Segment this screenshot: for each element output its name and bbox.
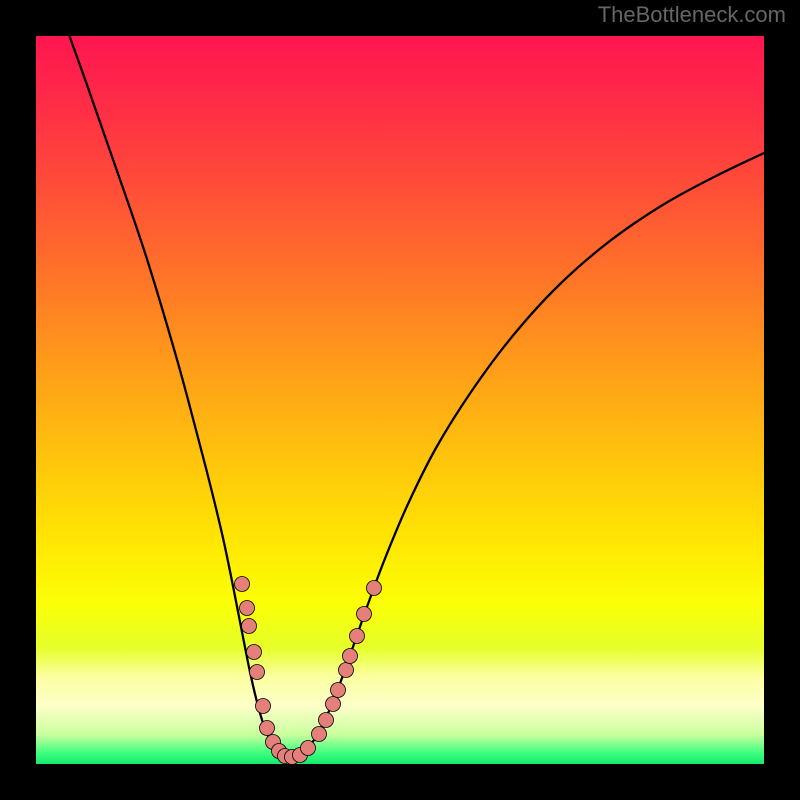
data-marker bbox=[242, 619, 257, 634]
chart-curve-layer bbox=[36, 36, 764, 764]
data-marker bbox=[343, 649, 358, 664]
chart-plot-area bbox=[36, 36, 764, 764]
data-marker bbox=[260, 721, 275, 736]
watermark-text: TheBottleneck.com bbox=[598, 2, 786, 28]
data-marker bbox=[350, 629, 365, 644]
data-marker bbox=[326, 697, 341, 712]
data-marker bbox=[240, 601, 255, 616]
data-marker bbox=[247, 645, 262, 660]
data-marker bbox=[235, 577, 250, 592]
data-marker bbox=[339, 663, 354, 678]
data-marker bbox=[319, 713, 334, 728]
data-marker bbox=[256, 699, 271, 714]
data-marker bbox=[367, 581, 382, 596]
bottleneck-curve bbox=[63, 36, 764, 758]
data-marker bbox=[312, 727, 327, 742]
data-marker bbox=[250, 665, 265, 680]
data-marker bbox=[301, 741, 316, 756]
data-marker bbox=[331, 683, 346, 698]
data-marker bbox=[357, 607, 372, 622]
